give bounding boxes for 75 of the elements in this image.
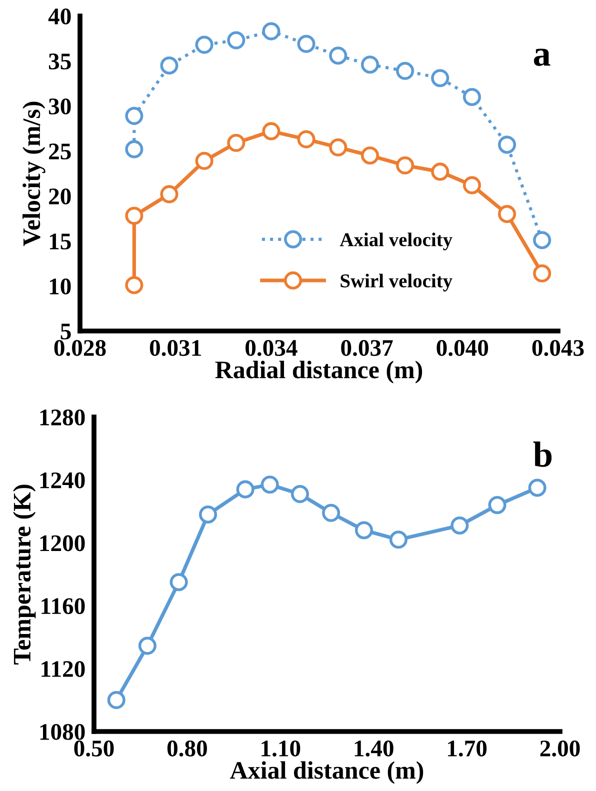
- y-tick-label: 15: [50, 234, 71, 250]
- point: [322, 504, 340, 522]
- x-tick-label: 0.031: [150, 340, 201, 356]
- y-tick-label: 25: [49, 144, 71, 160]
- x-tick-label: 1.70: [448, 740, 487, 757]
- point: [528, 478, 546, 497]
- y-tick-label: 10: [50, 278, 71, 294]
- point: [354, 521, 373, 540]
- legend-label: Axial velocity: [340, 232, 452, 250]
- x-tick-label: 1.10: [262, 740, 300, 757]
- point: [450, 516, 469, 535]
- point: [498, 136, 516, 154]
- point: [431, 69, 450, 88]
- point: [227, 31, 246, 50]
- point: [462, 176, 481, 194]
- point: [329, 46, 348, 65]
- x-tick-label: 0.043: [532, 340, 584, 356]
- x-tick-label: 2.00: [540, 740, 580, 757]
- point: [160, 56, 178, 75]
- point: [170, 573, 188, 592]
- point: [488, 496, 506, 514]
- point: [125, 276, 144, 294]
- x-tick-label: 1.40: [354, 740, 394, 757]
- y-axis-title: Temperature (K): [12, 484, 36, 664]
- point: [138, 636, 156, 655]
- annotation: b: [533, 442, 552, 467]
- point: [236, 480, 254, 498]
- point: [396, 156, 414, 174]
- point: [360, 146, 380, 165]
- point: [329, 138, 348, 156]
- y-tick-label: 1080: [40, 724, 85, 740]
- point: [262, 22, 280, 40]
- x-axis-title: Axial distance (m): [230, 761, 424, 784]
- point: [360, 56, 380, 74]
- y-tick-label: 30: [48, 98, 71, 114]
- point: [125, 206, 144, 225]
- point: [533, 231, 552, 250]
- point: [462, 88, 481, 106]
- x-tick-label: 0.037: [341, 340, 393, 356]
- y-tick-label: 20: [49, 188, 71, 204]
- y-axis-title: Velocity (m/s): [22, 102, 46, 246]
- point: [389, 530, 408, 549]
- point: [431, 162, 450, 181]
- point: [227, 134, 246, 152]
- point: [262, 122, 280, 140]
- point: [260, 476, 279, 494]
- y-tick-label: 1280: [40, 409, 85, 426]
- point: [198, 505, 218, 524]
- y-tick-label: 35: [48, 54, 71, 70]
- annotation: a: [534, 48, 550, 66]
- point: [533, 264, 552, 282]
- point: [107, 691, 126, 710]
- y-tick-label: 1240: [40, 472, 85, 488]
- x-tick-label: 0.040: [436, 340, 488, 356]
- point: [498, 204, 516, 224]
- x-tick-label: 0.50: [74, 740, 114, 757]
- x-axis-title: Radial distance (m): [215, 360, 422, 384]
- point: [297, 34, 316, 53]
- x-tick-label: 0.034: [246, 340, 298, 356]
- point: [125, 106, 144, 125]
- point: [290, 485, 309, 504]
- point: [297, 130, 316, 148]
- y-tick-label: 5: [60, 324, 71, 340]
- legend-label: Swirl velocity: [340, 274, 452, 292]
- y-tick-label: 1200: [40, 535, 85, 552]
- point: [396, 62, 414, 80]
- point: [195, 152, 214, 170]
- x-tick-label: 0.80: [167, 740, 207, 757]
- y-tick-label: 1120: [42, 661, 85, 678]
- x-tick-label: 0.028: [54, 340, 106, 356]
- point: [160, 185, 178, 204]
- y-tick-label: 40: [48, 8, 71, 24]
- point: [195, 36, 214, 54]
- point: [125, 140, 144, 158]
- y-tick-label: 1160: [42, 598, 85, 614]
